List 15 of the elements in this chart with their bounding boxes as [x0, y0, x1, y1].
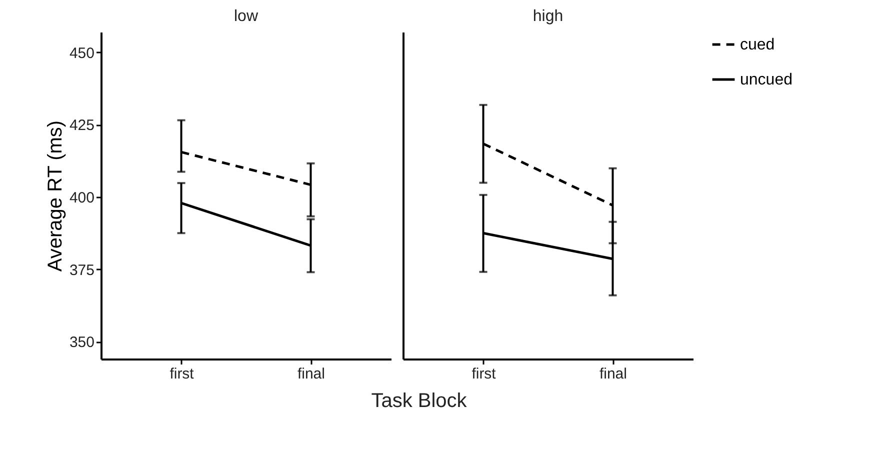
- y-tick-label: 400: [69, 189, 94, 206]
- y-axis-title: Average RT (ms): [44, 120, 66, 272]
- y-tick-label: 450: [69, 44, 94, 62]
- legend-label: cued: [740, 36, 775, 54]
- y-tick-label: 425: [69, 117, 94, 134]
- chart-title: low: [234, 8, 258, 25]
- x-tick-label: first: [170, 366, 195, 382]
- y-tick-label: 375: [69, 262, 94, 279]
- x-axis-title: Task Block: [371, 390, 468, 412]
- x-tick-label: final: [599, 366, 627, 382]
- x-tick-label: first: [472, 366, 497, 382]
- x-tick-label: final: [297, 366, 325, 382]
- chart-title: high: [532, 8, 564, 25]
- y-tick-label: 350: [69, 334, 94, 352]
- legend-label: uncued: [740, 72, 792, 88]
